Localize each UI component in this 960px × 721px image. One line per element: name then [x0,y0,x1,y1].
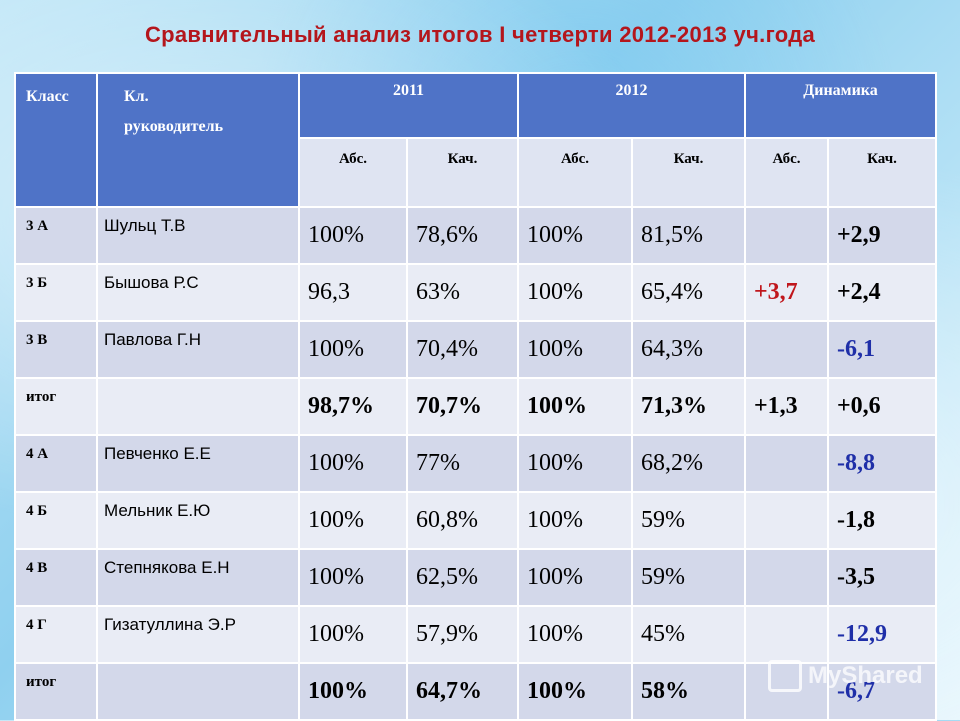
table-row-total: итог 100% 64,7% 100% 58% -6,7 [14,662,938,721]
table-row: 4 Б Мельник Е.Ю 100% 60,8% 100% 59% -1,8 [14,491,938,550]
header-2012: 2012 [517,72,746,139]
kach-dyn-cell: -6,7 [826,662,938,721]
kach-2011-cell: 62,5% [406,548,519,607]
abs-2012-cell: 100% [517,320,633,379]
kach-2011-cell: 60,8% [406,491,519,550]
watermark: MyShared [768,656,928,696]
class-cell: итог [14,662,98,721]
teacher-cell [96,377,300,436]
class-cell: 3 А [14,206,98,265]
kach-2011-cell: 70,4% [406,320,519,379]
abs-dyn-cell [744,206,829,265]
abs-2011-cell: 100% [298,548,408,607]
teacher-cell: Шульц Т.В [96,206,300,265]
table-row: 3 А Шульц Т.В 100% 78,6% 100% 81,5% +2,9 [14,206,938,265]
abs-2011-cell: 100% [298,206,408,265]
abs-dyn-cell [744,605,829,664]
kach-2011-cell: 64,7% [406,662,519,721]
teacher-cell: Гизатуллина Э.Р [96,605,300,664]
table-row: 4 Г Гизатуллина Э.Р 100% 57,9% 100% 45% … [14,605,938,664]
abs-2011-cell: 100% [298,320,408,379]
class-cell: итог [14,377,98,436]
kach-2012-cell: 81,5% [631,206,746,265]
class-cell: 4 А [14,434,98,493]
abs-2011-cell: 100% [298,605,408,664]
teacher-cell: Павлова Г.Н [96,320,300,379]
kach-dyn-cell: -12,9 [826,605,938,664]
kach-dyn-cell: +2,9 [826,206,938,265]
kach-2012-cell: 68,2% [631,434,746,493]
class-cell: 3 Б [14,263,98,322]
kach-2011-cell: 78,6% [406,206,519,265]
table-row-total: итог 98,7% 70,7% 100% 71,3% +1,3 +0,6 [14,377,938,436]
kach-2011-cell: 57,9% [406,605,519,664]
subheader-kach-2012: Кач. [631,137,746,208]
header-dynamics: Динамика [743,72,938,139]
kach-dyn-cell: -6,1 [826,320,938,379]
abs-2011-cell: 100% [298,434,408,493]
abs-2012-cell: 100% [517,434,633,493]
abs-2012-cell: 100% [517,491,633,550]
teacher-cell: Мельник Е.Ю [96,491,300,550]
class-cell: 4 Г [14,605,98,664]
results-table: Класс Кл. руководитель 2011 2012 Динамик… [14,72,938,721]
subheader-abs-2011: Абс. [298,137,408,208]
abs-dyn-cell: +3,7 [744,263,829,322]
kach-2011-cell: 63% [406,263,519,322]
kach-2012-cell: 71,3% [631,377,746,436]
abs-2012-cell: 100% [517,263,633,322]
kach-2011-cell: 70,7% [406,377,519,436]
table-row: 3 Б Бышова Р.С 96,3 63% 100% 65,4% +3,7 … [14,263,938,322]
table-row: 4 А Певченко Е.Е 100% 77% 100% 68,2% -8,… [14,434,938,493]
header-teacher: Кл. руководитель [96,72,300,208]
table-row: 4 В Степнякова Е.Н 100% 62,5% 100% 59% -… [14,548,938,607]
kach-2012-cell: 59% [631,548,746,607]
page-title: Сравнительный анализ итогов I четверти 2… [144,22,816,47]
abs-2012-cell: 100% [517,662,633,721]
abs-2011-cell: 100% [298,491,408,550]
kach-2012-cell: 58% [631,662,746,721]
abs-2012-cell: 100% [517,206,633,265]
abs-dyn-cell [744,491,829,550]
subheader-abs-2012: Абс. [517,137,633,208]
kach-2012-cell: 65,4% [631,263,746,322]
kach-dyn-cell: -8,8 [826,434,938,493]
abs-2012-cell: 100% [517,548,633,607]
header-teacher-line2: руководитель [124,118,224,135]
kach-dyn-cell: +2,4 [826,263,938,322]
kach-dyn-cell: -3,5 [826,548,938,607]
class-cell: 3 В [14,320,98,379]
header-2011: 2011 [298,72,519,139]
kach-dyn-cell: +0,6 [826,377,938,436]
teacher-cell: Бышова Р.С [96,263,300,322]
abs-dyn-cell [744,662,829,721]
kach-dyn-cell: -1,8 [826,491,938,550]
kach-2012-cell: 64,3% [631,320,746,379]
header-teacher-line1: Кл. [124,88,149,105]
abs-2012-cell: 100% [517,605,633,664]
watermark-text: MyShared [808,662,923,689]
teacher-cell: Степнякова Е.Н [96,548,300,607]
abs-dyn-cell [744,320,829,379]
subheader-kach-dyn: Кач. [826,137,938,208]
header-class: Класс [14,72,98,208]
kach-2012-cell: 45% [631,605,746,664]
abs-dyn-cell: +1,3 [744,377,829,436]
teacher-cell: Певченко Е.Е [96,434,300,493]
abs-2011-cell: 100% [298,662,408,721]
subheader-abs-dyn: Абс. [744,137,829,208]
abs-2011-cell: 96,3 [298,263,408,322]
kach-2011-cell: 77% [406,434,519,493]
abs-dyn-cell [744,434,829,493]
subheader-kach-2011: Кач. [406,137,519,208]
watermark-icon [768,660,802,692]
kach-2012-cell: 59% [631,491,746,550]
class-cell: 4 Б [14,491,98,550]
teacher-cell [96,662,300,721]
table-row: 3 В Павлова Г.Н 100% 70,4% 100% 64,3% -6… [14,320,938,379]
abs-dyn-cell [744,548,829,607]
abs-2012-cell: 100% [517,377,633,436]
class-cell: 4 В [14,548,98,607]
abs-2011-cell: 98,7% [298,377,408,436]
